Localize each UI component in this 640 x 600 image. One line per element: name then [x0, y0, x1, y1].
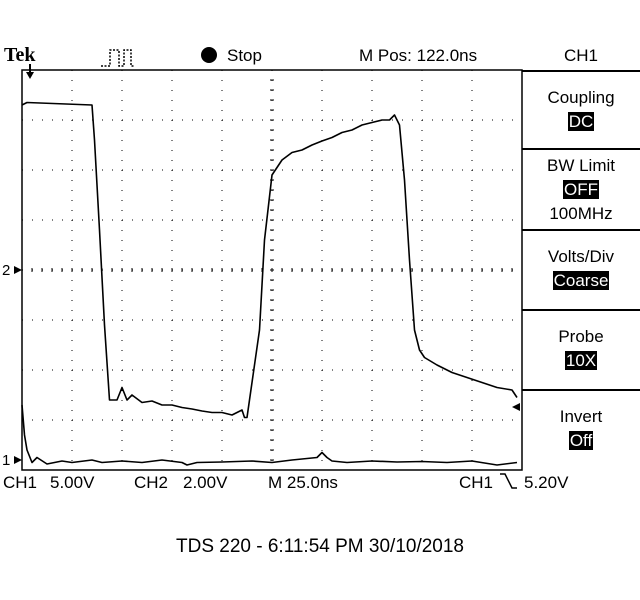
footer-ch2-scale: 2.00V — [183, 473, 228, 492]
graticule — [21, 69, 523, 471]
run-state: Stop — [227, 46, 262, 65]
menu-volts-div-value: Coarse — [552, 271, 610, 290]
brand-logo: Tek — [4, 44, 36, 66]
acquire-pulse-icon — [101, 49, 135, 67]
menu-coupling-title: Coupling — [547, 88, 615, 107]
footer-ch1-label: CH1 — [3, 473, 38, 492]
menu-separator — [522, 70, 640, 72]
menu-invert-value: Off — [568, 431, 594, 450]
trigger-level-marker — [512, 403, 520, 411]
ch1-ref-label: 1 — [2, 452, 11, 469]
waveform-trace-2 — [21, 404, 518, 466]
ch2-ref-label: 2 — [2, 262, 11, 279]
menu-invert-title: Invert — [559, 407, 603, 426]
menu-probe-value: 10X — [564, 351, 598, 370]
menu-volts-div-title: Volts/Div — [547, 247, 615, 266]
waveform-trace-1 — [21, 101, 518, 419]
ch1-ref-arrow — [14, 456, 22, 464]
footer-trigger-source: CH1 — [459, 473, 494, 492]
menu-separator — [522, 309, 640, 311]
footer-timebase: M 25.0ns — [268, 473, 338, 492]
menu-bw-limit-sub: 100MHz — [549, 204, 613, 223]
stop-indicator-icon — [201, 47, 217, 63]
footer-trigger-level: 5.20V — [524, 473, 569, 492]
waveform-traces — [21, 101, 518, 466]
menu-separator — [522, 389, 640, 391]
trigger-position-marker — [26, 72, 34, 79]
menu-channel-title: CH1 — [563, 46, 598, 65]
horizontal-position: M Pos: 122.0ns — [359, 46, 478, 65]
menu-separator — [522, 148, 640, 150]
menu-bw-limit-title: BW Limit — [547, 156, 615, 175]
footer-ch1-scale: 5.00V — [50, 473, 95, 492]
menu-bw-limit-value: OFF — [563, 180, 599, 199]
screenshot-caption: TDS 220 - 6:11:54 PM 30/10/2018 — [176, 536, 464, 557]
trigger-slope-icon — [500, 473, 517, 489]
menu-separator — [522, 229, 640, 231]
menu-probe-title: Probe — [558, 327, 604, 346]
footer-ch2-label: CH2 — [134, 473, 169, 492]
menu-coupling-value: DC — [567, 112, 595, 131]
ch2-ref-arrow — [14, 266, 22, 274]
